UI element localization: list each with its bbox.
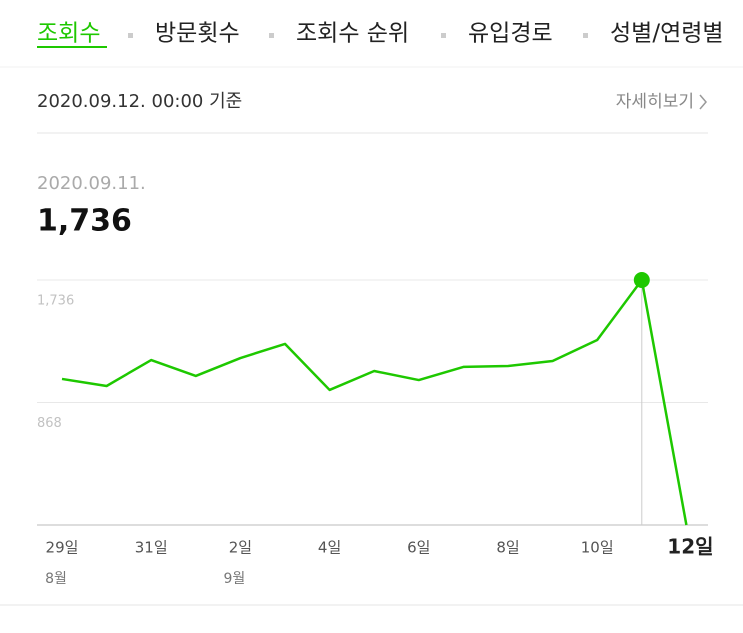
y-tick-label: 1,736 — [37, 294, 74, 309]
tab[interactable]: 성별/연령별 — [610, 21, 724, 47]
chevron — [699, 94, 707, 110]
line-series — [61, 278, 688, 526]
selected-value: 1,736 — [37, 204, 132, 239]
selected-date: 2020.09.11. — [37, 173, 146, 194]
x-tick-label: 10일 — [581, 539, 614, 557]
separator — [128, 33, 133, 38]
x-tick-label: 31일 — [135, 539, 168, 557]
month-label: 9월 — [224, 571, 246, 587]
chart: 868 1,736 29일 8월 31일 2일 9월 4일 6일 8일 10일 12일 — [37, 272, 714, 587]
y-tick-label: 868 — [37, 416, 62, 431]
separator — [269, 33, 274, 38]
x-tick-label: 2일 — [229, 539, 252, 557]
tab[interactable]: 조회수 — [37, 21, 100, 47]
tab-underline — [37, 46, 107, 48]
x-tick-label: 4일 — [318, 539, 341, 557]
x-tick-label: 29일 — [46, 539, 79, 557]
more-link[interactable]: 자세히보기 — [616, 92, 694, 112]
separator — [441, 33, 446, 38]
highlight-point — [633, 272, 650, 288]
tab[interactable]: 유입경로 — [468, 21, 553, 47]
month-label: 8월 — [45, 571, 67, 587]
basis-time: 2020.09.12. 00:00 기준 — [37, 91, 242, 112]
tab[interactable]: 조회수 순위 — [296, 21, 409, 47]
x-tick-label: 8일 — [496, 539, 519, 557]
x-tick-label: 6일 — [407, 539, 430, 557]
tab[interactable]: 방문횟수 — [155, 21, 240, 47]
separator — [583, 33, 588, 38]
x-tick-label: 12일 — [667, 535, 713, 559]
